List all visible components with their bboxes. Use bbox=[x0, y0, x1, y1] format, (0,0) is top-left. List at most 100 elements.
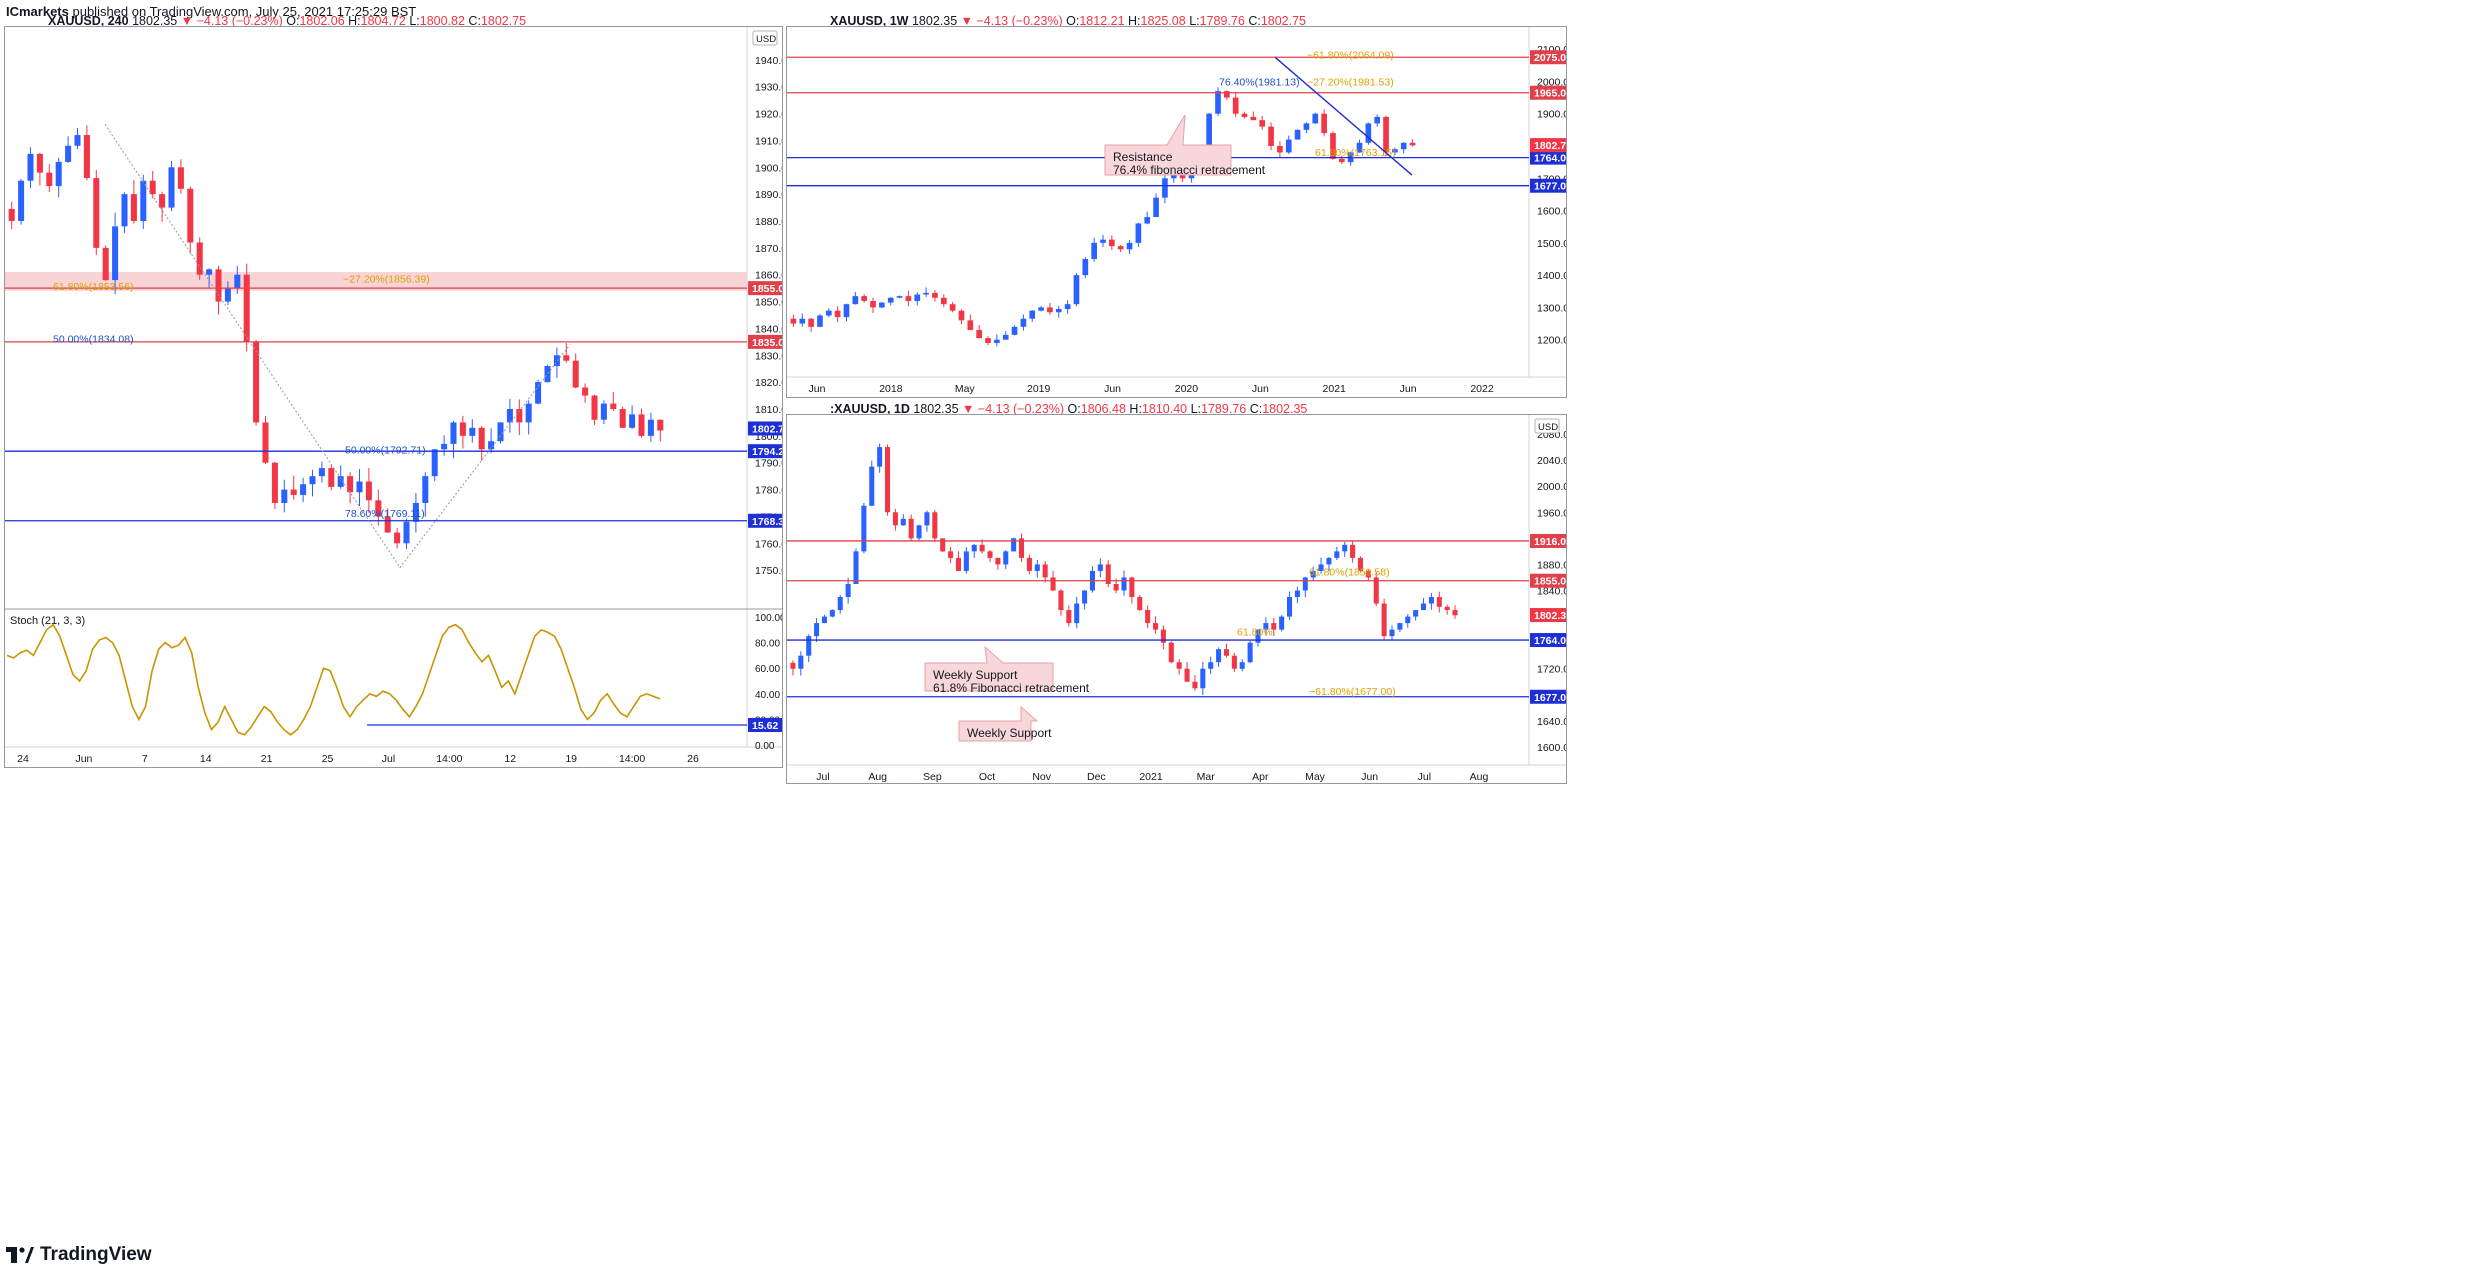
fib-level-label: −27.20%(1981.53) bbox=[1307, 76, 1394, 88]
last-price-label: 1802.35 bbox=[1534, 610, 1566, 622]
y-tick-label: 1930.00 bbox=[755, 82, 782, 94]
candle-body bbox=[93, 178, 100, 248]
fib-level-label: −61.80%(1677.00) bbox=[1309, 686, 1396, 698]
y-tick-label: 2000.00 bbox=[1537, 481, 1566, 493]
candle-body bbox=[1216, 649, 1222, 663]
d1-chart-svg[interactable]: 2080.002040.002000.001960.001920.001880.… bbox=[787, 415, 1566, 783]
candle-body bbox=[347, 476, 354, 493]
callout-bubble bbox=[924, 645, 1054, 692]
h4-chart-svg[interactable]: 1940.001930.001920.001910.001900.001890.… bbox=[5, 27, 782, 767]
candle-body bbox=[1365, 123, 1372, 143]
topright-chart-panel[interactable]: 2100.002000.001900.001800.001700.001600.… bbox=[786, 26, 1567, 398]
candle-body bbox=[814, 623, 820, 637]
x-tick-label: Aug bbox=[1470, 771, 1489, 783]
candle-body bbox=[1058, 590, 1064, 611]
weekly-support-callout[interactable]: Weekly Support bbox=[958, 705, 1052, 742]
publisher-name[interactable]: ICmarkets bbox=[6, 4, 69, 19]
candle-body bbox=[403, 521, 410, 544]
symbol-interval[interactable]: XAUUSD, 1W bbox=[830, 14, 909, 28]
candle-body bbox=[657, 419, 664, 431]
bottomright-chart-panel[interactable]: 2080.002040.002000.001960.001920.001880.… bbox=[786, 414, 1567, 784]
candle-body bbox=[994, 339, 1000, 343]
level-price-tag bbox=[1530, 150, 1566, 165]
candle-body bbox=[1397, 623, 1403, 630]
candle-body bbox=[365, 481, 372, 501]
candle-body bbox=[1109, 239, 1115, 247]
y-tick-label: 1880.00 bbox=[1537, 559, 1566, 571]
candle-body bbox=[995, 557, 1001, 565]
candle-body bbox=[885, 447, 891, 513]
callout-text: Resistance bbox=[1113, 150, 1173, 164]
candle-body bbox=[1082, 259, 1089, 276]
candle-body bbox=[1168, 642, 1174, 663]
footer-brand[interactable]: TradingView bbox=[6, 1244, 152, 1266]
x-tick-label: Jun bbox=[1361, 771, 1378, 783]
candle-body bbox=[1312, 113, 1319, 124]
symbol-interval[interactable]: :XAUUSD, 1D bbox=[830, 402, 910, 416]
candle-body bbox=[281, 489, 288, 503]
level-price-label: 1677.00 bbox=[1534, 181, 1566, 193]
candle-body bbox=[932, 512, 938, 539]
candle-body bbox=[309, 476, 316, 485]
x-tick-label: 21 bbox=[261, 753, 273, 765]
candle-body bbox=[544, 366, 551, 383]
callout-text: Weekly Support bbox=[967, 726, 1052, 740]
candle-body bbox=[1330, 133, 1336, 159]
level-price-tag bbox=[1530, 573, 1566, 588]
fib-level-label: 61.80%(1859.58) bbox=[1309, 567, 1390, 579]
candle-body bbox=[130, 194, 137, 221]
candle-body bbox=[1117, 246, 1124, 250]
candle-body bbox=[1259, 120, 1266, 127]
candle-body bbox=[516, 409, 523, 423]
candle-body bbox=[1224, 91, 1230, 98]
candle-body bbox=[949, 304, 956, 311]
y-tick-label: 1840.00 bbox=[755, 323, 782, 335]
candle-body bbox=[955, 557, 961, 571]
last-price: 1802.35 bbox=[911, 14, 958, 28]
candle-body bbox=[861, 505, 867, 552]
candle-body bbox=[422, 476, 429, 503]
candle-body bbox=[1162, 178, 1168, 198]
candle-body bbox=[976, 330, 982, 339]
candle-body bbox=[1066, 610, 1072, 624]
candle-body bbox=[877, 447, 883, 467]
candle-body bbox=[27, 153, 34, 181]
candle-body bbox=[932, 292, 938, 298]
left-chart-panel[interactable]: 1940.001930.001920.001910.001900.001890.… bbox=[4, 26, 783, 768]
candle-body bbox=[1356, 142, 1363, 153]
last-price: 1802.35 bbox=[913, 402, 959, 416]
x-tick-label: Jul bbox=[1418, 771, 1431, 783]
stoch-y-tick: 40.00 bbox=[755, 690, 780, 701]
stoch-level-tag bbox=[748, 718, 782, 733]
x-tick-label: Oct bbox=[979, 771, 995, 783]
currency-badge bbox=[1534, 418, 1560, 434]
x-tick-label: 2018 bbox=[879, 383, 903, 395]
symbol-interval[interactable]: XAUUSD, 240 bbox=[48, 14, 129, 28]
y-tick-label: 1820.00 bbox=[755, 377, 782, 389]
open-value: 1806.48 bbox=[1080, 402, 1126, 416]
candle-body bbox=[834, 310, 841, 318]
y-tick-label: 1760.00 bbox=[755, 538, 782, 550]
candle-body bbox=[337, 476, 344, 487]
candle-body bbox=[1381, 603, 1387, 637]
w1-chart-svg[interactable]: 2100.002000.001900.001800.001700.001600.… bbox=[787, 27, 1566, 397]
candle-body bbox=[1392, 149, 1398, 153]
fib-level-label: 61.80% bbox=[1237, 626, 1273, 638]
candle-body bbox=[1294, 590, 1300, 598]
candle-body bbox=[861, 296, 868, 301]
y-tick-label: 1720.00 bbox=[1537, 664, 1566, 676]
open-value: 1802.06 bbox=[299, 14, 345, 28]
x-tick-label: Sep bbox=[923, 771, 942, 783]
level-price-label: 1855.00 bbox=[752, 283, 782, 295]
candle-body bbox=[168, 167, 175, 208]
y-tick-label: 1400.00 bbox=[1537, 270, 1566, 282]
x-tick-label: 2020 bbox=[1175, 383, 1199, 395]
y-tick-label: 1890.00 bbox=[755, 189, 782, 201]
x-tick-label: 25 bbox=[322, 753, 334, 765]
candle-body bbox=[799, 318, 806, 324]
candle-body bbox=[1241, 113, 1248, 117]
y-tick-label: 1200.00 bbox=[1537, 335, 1566, 347]
candle-body bbox=[1042, 564, 1048, 578]
